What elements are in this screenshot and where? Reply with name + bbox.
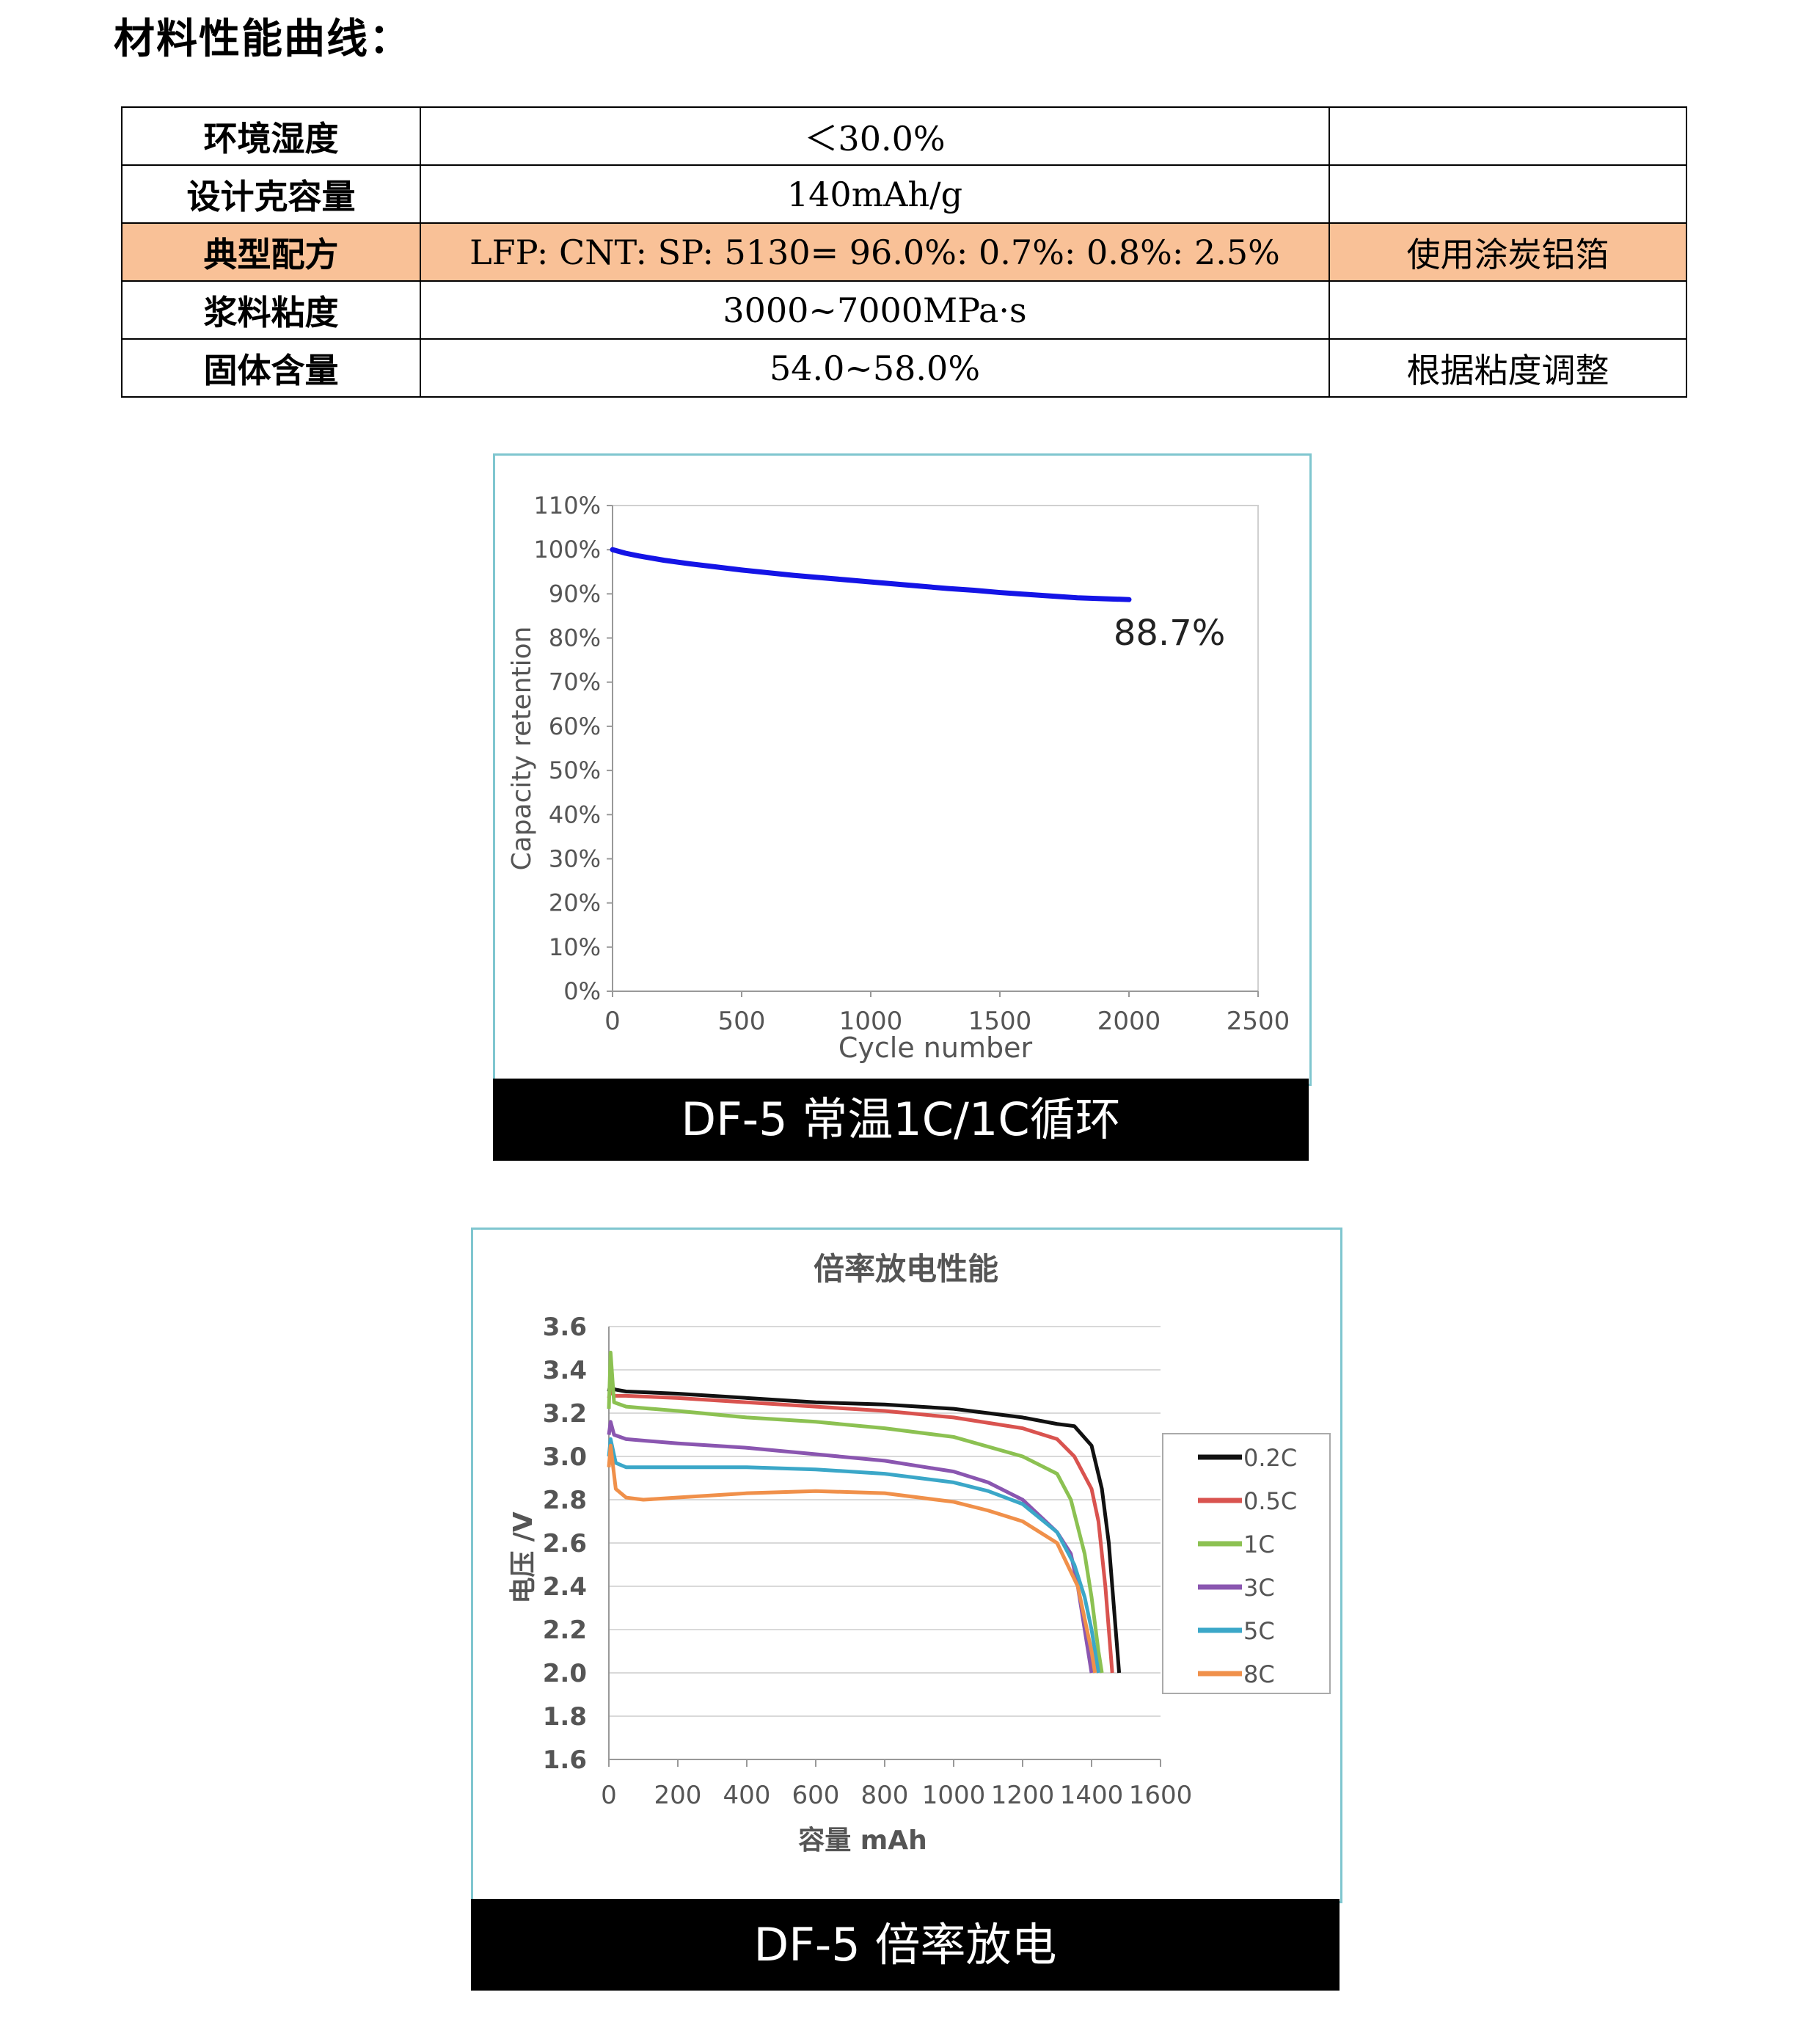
y-tick-label: 2.4: [543, 1572, 587, 1602]
row-note: 根据粘度调整: [1329, 338, 1687, 398]
row-key: 固体含量: [121, 338, 421, 398]
legend-label: 0.5C: [1243, 1487, 1297, 1515]
y-tick-label: 110%: [534, 492, 601, 519]
y-tick-label: 50%: [549, 756, 601, 784]
legend-label: 5C: [1243, 1617, 1275, 1645]
x-tick-label: 0: [604, 1007, 621, 1036]
y-tick-label: 2.2: [543, 1616, 587, 1645]
x-tick-label: 1500: [968, 1007, 1032, 1036]
row-value: 54.0~58.0%: [420, 338, 1330, 398]
y-tick-label: 100%: [534, 536, 601, 563]
row-note: [1329, 106, 1687, 166]
legend-label: 8C: [1243, 1660, 1275, 1688]
y-tick-label: 3.0: [543, 1442, 587, 1472]
table-row: 环境湿度 ＜30.0%: [121, 106, 1687, 166]
cycle-chart-caption: DF-5 常温1C/1C循环: [493, 1079, 1309, 1161]
x-tick-label: 1400: [1060, 1781, 1124, 1810]
x-tick-label: 1000: [839, 1007, 903, 1036]
table-row: 固体含量 54.0~58.0% 根据粘度调整: [121, 338, 1687, 398]
y-tick-label: 60%: [549, 712, 601, 740]
x-tick-label: 2000: [1097, 1007, 1161, 1036]
row-value: 140mAh/g: [420, 164, 1330, 224]
x-tick-label: 1200: [991, 1781, 1055, 1810]
y-tick-label: 3.6: [543, 1313, 587, 1342]
series-line-8C: [607, 1443, 1097, 1674]
legend-label: 3C: [1243, 1574, 1275, 1602]
x-tick-label: 600: [792, 1781, 840, 1810]
series-line-5C: [607, 1437, 1100, 1674]
table-row-highlighted: 典型配方 LFP: CNT: SP: 5130= 96.0%: 0.7%: 0.…: [121, 222, 1687, 282]
row-key: 设计克容量: [121, 164, 421, 224]
y-axis-label: 电压 /V: [508, 1511, 538, 1604]
legend-label: 1C: [1243, 1531, 1275, 1558]
x-tick-label: 500: [718, 1007, 766, 1036]
x-axis-label: 容量 mAh: [798, 1825, 927, 1856]
x-tick-label: 400: [723, 1781, 771, 1810]
section-heading: 材料性能曲线：: [114, 15, 412, 63]
y-tick-label: 80%: [549, 624, 601, 652]
row-key: 典型配方: [121, 222, 421, 282]
y-tick-label: 90%: [549, 580, 601, 608]
rate-chart: 倍率放电性能 1.6 1.8 2.0 2.2 2.4 2.6 2.8 3.0 3.2 3.4 3.6 0…: [508, 1251, 1331, 1856]
spec-table: 环境湿度 ＜30.0% 设计克容量 140mAh/g 典型配方 LFP: CNT…: [121, 106, 1687, 398]
series-line-0.2C: [607, 1381, 1122, 1674]
cycle-chart: 0% 10% 20% 30% 40% 50% 60% 70% 80% 90% 100% 110% 0 50…: [507, 492, 1290, 1064]
legend-label: 0.2C: [1243, 1444, 1297, 1472]
row-note: [1329, 280, 1687, 340]
x-tick-label: 1600: [1129, 1781, 1193, 1810]
row-key: 环境湿度: [121, 106, 421, 166]
row-value: 3000~7000MPa·s: [420, 280, 1330, 340]
y-tick-label: 0%: [563, 977, 601, 1005]
row-value: LFP: CNT: SP: 5130= 96.0%: 0.7%: 0.8%: 2…: [420, 222, 1330, 282]
y-tick-label: 2.6: [543, 1529, 587, 1558]
y-tick-label: 3.2: [543, 1399, 587, 1429]
row-note: 使用涂炭铝箔: [1329, 222, 1687, 282]
x-tick-label: 200: [654, 1781, 702, 1810]
capacity-retention-line: [610, 547, 1132, 602]
rate-chart-caption: DF-5 倍率放电: [471, 1899, 1340, 1991]
y-tick-label: 20%: [549, 889, 601, 917]
series-line-0.5C: [607, 1387, 1114, 1674]
final-retention-label: 88.7%: [1114, 613, 1225, 654]
x-tick-label: 800: [861, 1781, 909, 1810]
y-tick-label: 1.8: [543, 1702, 587, 1732]
table-row: 设计克容量 140mAh/g: [121, 164, 1687, 224]
row-note: [1329, 164, 1687, 224]
y-tick-label: 10%: [549, 933, 601, 961]
x-tick-label: 2500: [1227, 1007, 1290, 1036]
y-tick-label: 2.8: [543, 1486, 587, 1515]
row-value: ＜30.0%: [420, 106, 1330, 166]
x-axis-label: Cycle number: [838, 1032, 1033, 1064]
y-tick-label: 3.4: [543, 1356, 587, 1385]
plot-area: [612, 505, 1259, 992]
series-line-1C: [607, 1350, 1104, 1674]
cycle-chart-panel: [493, 453, 1312, 1086]
y-tick-label: 30%: [549, 845, 601, 872]
y-tick-label: 40%: [549, 800, 601, 828]
x-tick-label: 1000: [922, 1781, 986, 1810]
y-axis-label: Capacity retention: [507, 627, 537, 871]
x-tick-label: 0: [601, 1781, 617, 1810]
y-tick-label: 1.6: [543, 1746, 587, 1775]
series-line-3C: [607, 1420, 1094, 1674]
y-tick-label: 70%: [549, 668, 601, 696]
y-tick-label: 2.0: [543, 1659, 587, 1688]
row-key: 浆料粘度: [121, 280, 421, 340]
legend-box: [1162, 1433, 1331, 1694]
chart-title: 倍率放电性能: [814, 1251, 998, 1287]
table-row: 浆料粘度 3000~7000MPa·s: [121, 280, 1687, 340]
